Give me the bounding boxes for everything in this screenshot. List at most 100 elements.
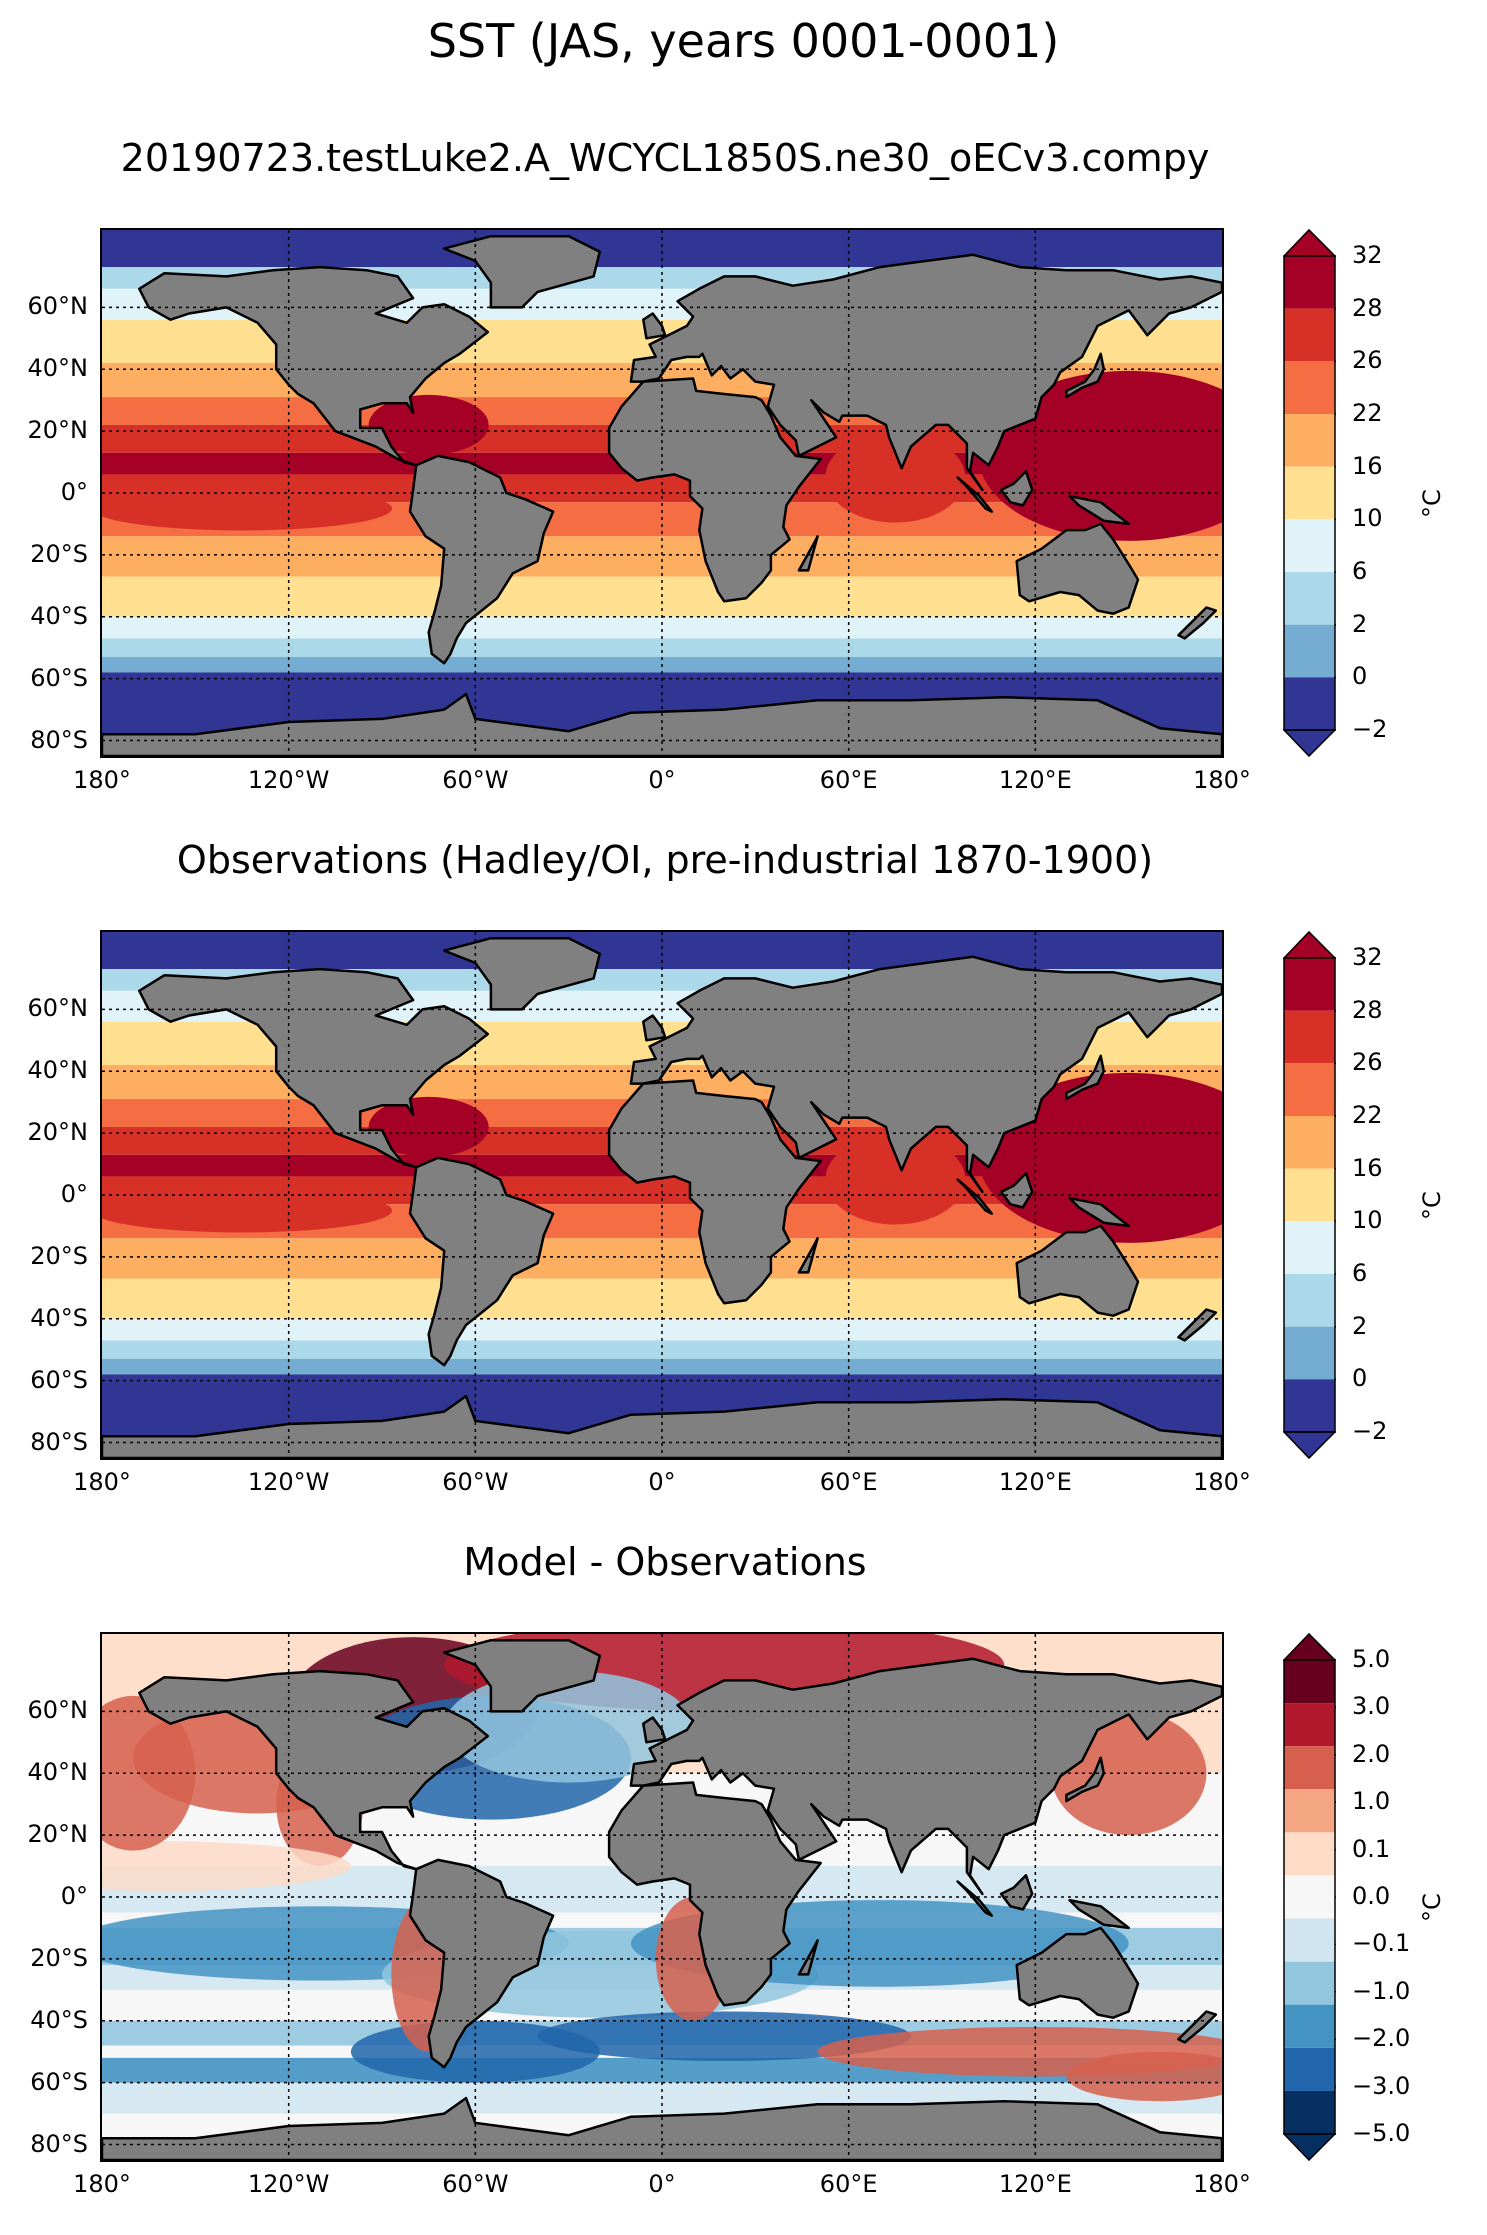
land-greenland [442,936,602,1011]
sst-band-12 [102,616,1222,639]
colorbar-segment [1284,466,1335,520]
panel-3-title: Model - Observations [463,1540,867,1584]
lon-tick-label: 180° [1193,2170,1251,2198]
lat-tick-label: 40°N [27,354,89,383]
panel-2-map-svg [102,932,1222,1458]
colorbar-segment [1284,1961,1335,2005]
colorbar-level-label: −2 [1352,715,1388,743]
panel-1-title: 20190723.testLuke2.A_WCYCL1850S.ne30_oEC… [120,136,1210,180]
colorbar-level-label: −2 [1352,1417,1388,1445]
land-eurasia [629,955,1222,1194]
colorbar-level-label: 6 [1352,557,1368,585]
lat-tick-label: 40°S [30,1303,88,1332]
lat-tick-label: 60°N [27,1696,89,1725]
lat-tick-label: 60°N [27,292,89,321]
colorbar-segment [1284,677,1335,730]
lat-tick-label: 0° [60,478,88,506]
land-new-zealand [1177,1308,1218,1342]
colorbar-segment [1284,1221,1335,1274]
land-sumatra [956,1178,994,1215]
sst-band-0 [102,932,1222,970]
land-north-america [138,265,490,467]
colorbar-segment [1284,256,1335,309]
lat-tick-label: 0° [60,1882,88,1910]
lon-tick-label: 60°E [819,766,878,794]
colorbar-segment [1284,1703,1335,1747]
panel-1-colorbar-unit: °C [1418,489,1446,518]
land-south-america [408,454,555,665]
lat-tick-label: 60°S [30,663,88,692]
colorbar-extend-max [1283,1632,1336,1661]
lon-tick-label: 180° [73,1468,131,1496]
colorbar-level-label: −2.0 [1352,2024,1411,2053]
colorbar-frame [1283,255,1336,731]
lon-tick-label: 60°W [442,2170,509,2198]
colorbar-segment [1284,1063,1335,1116]
colorbar-segment [1284,624,1335,678]
land-borneo [999,1172,1034,1209]
land-borneo [999,1874,1034,1911]
colorbar-extend-min [1283,2133,1336,2162]
land-sumatra [956,1880,994,1917]
lat-tick-label: 0° [60,1180,88,1208]
lon-tick-label: 120°E [998,1468,1072,1496]
colorbar-level-label: −0.1 [1352,1929,1411,1958]
sst-band-12 [102,1318,1222,1341]
lat-tick-label: 20°S [30,1241,88,1270]
land-new-zealand [1177,2010,1218,2044]
lon-tick-label: 120°W [247,766,330,794]
panel-2-colorbar-unit: °C [1418,1191,1446,1220]
colorbar-level-label: 0.1 [1352,1834,1391,1863]
lat-tick-label: 60°S [30,1365,88,1394]
colorbar-level-label: 2.0 [1352,1739,1391,1768]
lat-tick-label: 60°S [30,2067,88,2096]
lon-tick-label: 180° [73,766,131,794]
sst-band-0 [102,230,1222,268]
colorbar-segment [1284,2047,1335,2091]
lon-tick-label: 60°W [442,766,509,794]
colorbar-extend-min [1283,729,1336,758]
colorbar-level-label: 26 [1352,346,1383,375]
land-new-guinea [1068,1196,1130,1228]
panel-1-colorbar [1283,228,1336,758]
lon-tick-label: 60°E [819,1468,878,1496]
panel-2-title: Observations (Hadley/OI, pre-industrial … [176,838,1154,882]
land-greenland [442,1638,602,1713]
colorbar-segment [1284,1660,1335,1704]
panel-3-colorbar [1283,1632,1336,2162]
lat-tick-label: 20°S [30,539,88,568]
colorbar-segment [1284,1379,1335,1432]
colorbar-level-label: 2 [1352,1311,1368,1340]
land-new-zealand [1177,606,1218,640]
land-north-america [138,1669,490,1871]
lon-tick-label: 120°W [247,2170,330,2198]
colorbar-level-label: −1.0 [1352,1976,1411,2005]
lat-tick-label: 40°S [30,601,88,630]
panel-3-map [100,1632,1224,2162]
land-south-america [408,1156,555,1367]
lat-tick-label: 40°N [27,1758,89,1787]
land-sumatra [956,476,994,513]
colorbar-segment [1284,1116,1335,1169]
indian-ocean-warm [825,1134,966,1225]
colorbar-segment [1284,958,1335,1011]
panel-2-colorbar [1283,930,1336,1460]
colorbar-level-label: 5.0 [1352,1645,1391,1673]
colorbar-segment [1284,414,1335,467]
land-eurasia [629,1657,1222,1896]
colorbar-level-label: 28 [1352,995,1383,1024]
land-japan [1065,1054,1106,1101]
lon-tick-label: 0° [648,2170,676,2198]
colorbar-segment [1284,1168,1335,1222]
panel-2-map [100,930,1224,1460]
land-borneo [999,470,1034,507]
colorbar-segment [1284,1746,1335,1790]
colorbar-segment [1284,1832,1335,1876]
land-japan [1065,352,1106,399]
land-australia [1015,1224,1140,1317]
lon-tick-label: 60°W [442,1468,509,1496]
colorbar-extend-max [1283,228,1336,257]
figure-title: SST (JAS, years 0001-0001) [427,14,1060,68]
land-greenland [442,234,602,309]
diff-anomaly-13 [350,2020,600,2083]
